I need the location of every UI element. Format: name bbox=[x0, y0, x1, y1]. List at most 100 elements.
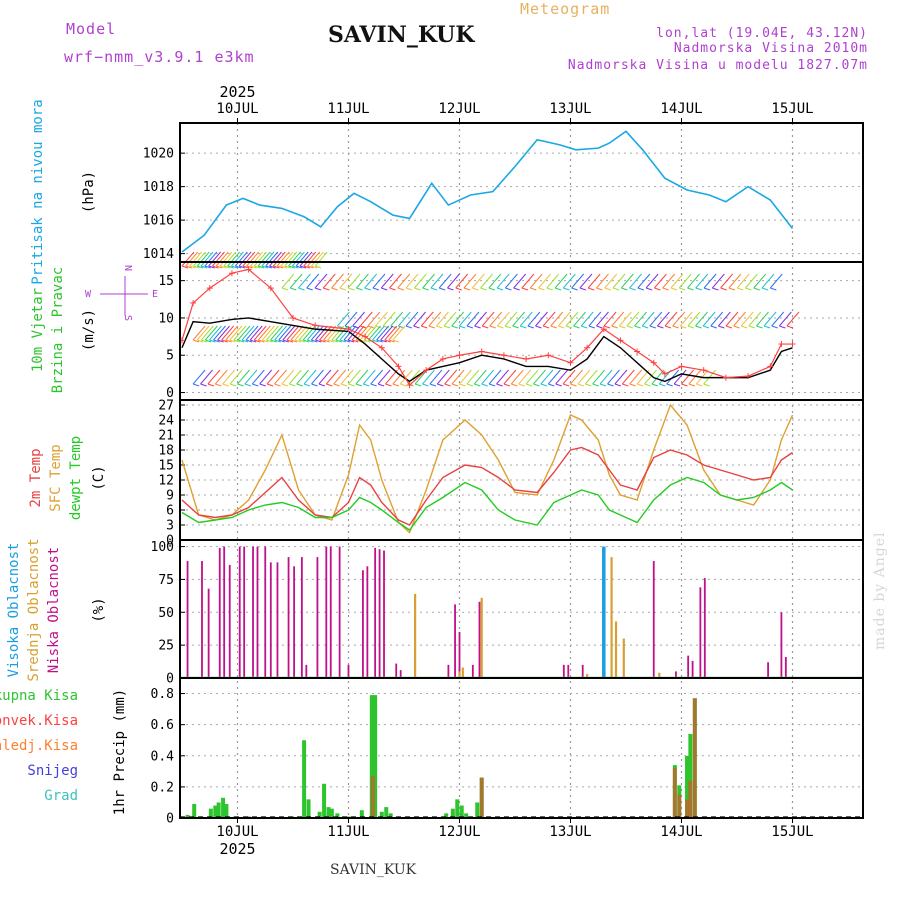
total-precip-bar bbox=[359, 810, 364, 818]
wind-barb bbox=[710, 325, 717, 329]
year-label-top: 2025 bbox=[219, 83, 255, 101]
wind-barb bbox=[496, 383, 503, 387]
sfc-temp-label: SFC Temp bbox=[48, 444, 64, 511]
wind-barb bbox=[629, 383, 636, 387]
wind-barb bbox=[644, 369, 657, 385]
low-cloud-bar bbox=[347, 664, 350, 678]
wind-barb bbox=[695, 273, 709, 289]
wind-barb bbox=[681, 369, 694, 385]
wind-barb bbox=[585, 383, 592, 387]
wind-barb bbox=[244, 369, 258, 385]
temperature-ytick-label: 15 bbox=[158, 459, 174, 474]
wind-barb bbox=[290, 287, 297, 291]
total-precip-bar bbox=[388, 813, 393, 818]
wind-barb bbox=[213, 325, 226, 341]
total-precip-bar bbox=[208, 808, 213, 818]
wind-ytick-label: 10 bbox=[158, 311, 174, 326]
wind-barb bbox=[311, 265, 318, 269]
total-precip-bar bbox=[450, 808, 455, 818]
low-cloud-bar bbox=[305, 664, 308, 678]
wind-barb bbox=[314, 287, 322, 291]
wind-barb bbox=[242, 251, 256, 267]
wind-barb bbox=[654, 287, 661, 291]
total-precip-bar bbox=[213, 805, 218, 818]
wind-barb bbox=[529, 273, 543, 289]
wind-barb bbox=[521, 273, 535, 289]
wind-barb bbox=[405, 311, 419, 327]
convective-precip-bar bbox=[685, 799, 690, 818]
wind-barb bbox=[614, 369, 628, 385]
wind-barb bbox=[604, 287, 611, 291]
convective-precip-bar bbox=[370, 776, 375, 818]
wind-barb bbox=[678, 273, 692, 289]
wind-barb bbox=[380, 325, 394, 341]
wind-barb bbox=[703, 287, 711, 291]
day-label-bottom: 13JUL bbox=[549, 824, 591, 840]
wind-barb bbox=[662, 287, 669, 291]
wind-barb bbox=[237, 369, 250, 385]
wind-barb bbox=[257, 251, 271, 267]
wind-barb bbox=[629, 287, 636, 291]
wind-barb bbox=[596, 287, 603, 291]
wind-barb bbox=[769, 273, 783, 289]
wind-barb bbox=[322, 273, 336, 289]
wind-barb bbox=[459, 325, 466, 329]
wind-barb bbox=[325, 369, 339, 385]
high-cloud-bar bbox=[602, 546, 606, 678]
wind-barb bbox=[657, 311, 670, 327]
wind-barb bbox=[489, 311, 503, 327]
wind-gust-marker bbox=[745, 373, 752, 380]
wind-barb bbox=[488, 383, 496, 387]
low-cloud-bar bbox=[269, 562, 272, 678]
low-cloud-bar bbox=[374, 547, 377, 678]
wind-barb bbox=[430, 273, 444, 289]
wind-barb bbox=[466, 325, 474, 329]
precip-legend-0: Ukupna Kisa bbox=[0, 688, 78, 704]
mid-cloud-bar bbox=[658, 672, 661, 678]
mid-cloud-bar bbox=[414, 593, 417, 678]
wind-barb bbox=[376, 339, 383, 343]
wind-barb bbox=[761, 287, 769, 291]
precipitation-ytick-label: 0.2 bbox=[151, 780, 174, 795]
lonlat: lon,lat (19.04E, 43.12N) bbox=[656, 26, 868, 41]
mid-cloud-bar bbox=[610, 557, 613, 678]
wind-barb bbox=[666, 383, 673, 387]
wind-barb bbox=[222, 383, 229, 387]
wind-barb bbox=[261, 251, 275, 267]
wind-barb bbox=[281, 287, 289, 291]
wind-barb bbox=[209, 325, 222, 341]
wind-barb bbox=[413, 325, 420, 329]
wind-barb bbox=[565, 311, 579, 327]
low-cloud-bar bbox=[362, 570, 364, 678]
wind-barb bbox=[364, 273, 378, 289]
total-precip-bar bbox=[444, 813, 449, 818]
wind-barb bbox=[518, 383, 525, 387]
wind-barb bbox=[599, 383, 607, 387]
wind-ylabel-1: 10m Vjetar bbox=[30, 288, 46, 372]
wind-barb bbox=[527, 325, 535, 329]
wind-barb bbox=[611, 325, 618, 329]
wind-barb bbox=[679, 311, 693, 327]
total-precip-bar bbox=[688, 734, 693, 818]
wind-gust-marker bbox=[206, 285, 213, 292]
wind-barb bbox=[505, 273, 518, 289]
wind-barb bbox=[763, 325, 771, 329]
wind-barb bbox=[414, 369, 428, 385]
wind-barb bbox=[281, 273, 295, 289]
wind-barb bbox=[540, 383, 548, 387]
total-precip-bar bbox=[369, 695, 374, 818]
wind-barb bbox=[314, 251, 328, 267]
wind-barb bbox=[204, 265, 211, 269]
wind-barb bbox=[388, 325, 402, 341]
wind-speed-line bbox=[181, 317, 793, 383]
wind-barb bbox=[274, 325, 288, 341]
wind-barb bbox=[421, 325, 428, 329]
wind-barb bbox=[375, 311, 388, 327]
wind-barb bbox=[672, 311, 686, 327]
wind-gust-marker bbox=[312, 322, 319, 329]
wind-barb bbox=[527, 311, 541, 327]
wind-barb bbox=[581, 325, 588, 329]
wind-barb bbox=[209, 339, 216, 343]
wind-barb bbox=[535, 325, 542, 329]
footer-station: SAVIN_KUK bbox=[330, 862, 417, 878]
